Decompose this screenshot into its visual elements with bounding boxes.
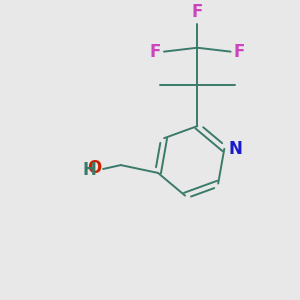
Text: F: F: [192, 3, 203, 21]
Text: H: H: [82, 161, 96, 179]
Text: O: O: [87, 159, 101, 177]
Text: N: N: [228, 140, 242, 158]
Text: F: F: [150, 43, 161, 61]
Text: F: F: [233, 43, 245, 61]
